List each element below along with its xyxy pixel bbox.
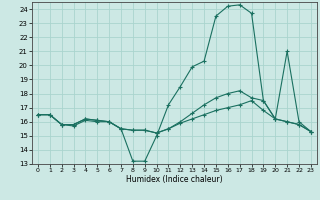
- X-axis label: Humidex (Indice chaleur): Humidex (Indice chaleur): [126, 175, 223, 184]
